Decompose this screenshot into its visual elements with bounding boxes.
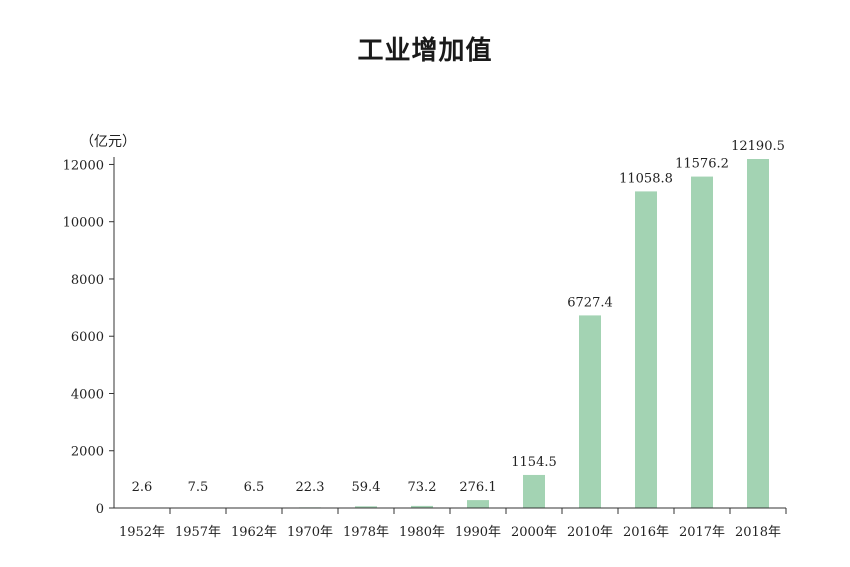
bar-value-label: 11576.2 [675, 157, 729, 172]
x-tick-label: 1990年 [455, 525, 501, 540]
chart-title: 工业增加值 [357, 36, 493, 66]
x-tick-label: 1952年 [119, 525, 165, 540]
bar [523, 474, 545, 508]
bar [691, 176, 713, 508]
y-tick-label: 8000 [71, 273, 104, 288]
bar [747, 159, 769, 508]
bar-value-label: 59.4 [352, 480, 381, 495]
x-tick-label: 2010年 [567, 525, 613, 540]
bar [635, 191, 657, 508]
bar-value-label: 7.5 [188, 480, 209, 495]
y-tick-label: 2000 [71, 445, 104, 460]
x-tick-label: 1957年 [175, 525, 221, 540]
x-tick-label: 1962年 [231, 525, 277, 540]
x-tick-label: 1980年 [399, 525, 445, 540]
x-tick-label: 1970年 [287, 525, 333, 540]
bar-value-label: 276.1 [459, 480, 496, 495]
y-tick-label: 4000 [71, 387, 104, 402]
bar-value-label: 1154.5 [511, 455, 557, 470]
bar [355, 506, 377, 508]
bar-value-label: 73.2 [408, 480, 437, 495]
x-tick-label: 2018年 [735, 525, 781, 540]
y-tick-label: 12000 [63, 158, 104, 173]
x-tick-label: 1978年 [343, 525, 389, 540]
bar-value-label: 22.3 [296, 480, 325, 495]
bar-value-label: 2.6 [132, 480, 153, 495]
bar [411, 505, 433, 508]
x-tick-label: 2000年 [511, 525, 557, 540]
bar-value-label: 6.5 [244, 480, 265, 495]
y-axis-unit: （亿元） [80, 134, 136, 150]
bar [467, 500, 489, 508]
bar-value-label: 11058.8 [619, 171, 673, 186]
x-tick-label: 2017年 [679, 525, 725, 540]
y-tick-label: 10000 [63, 216, 104, 231]
y-tick-label: 6000 [71, 330, 104, 345]
y-tick-label: 0 [96, 502, 104, 517]
x-tick-label: 2016年 [623, 525, 669, 540]
bar [579, 315, 601, 508]
bar-value-label: 6727.4 [567, 295, 613, 310]
bar-value-label: 12190.5 [731, 139, 785, 154]
